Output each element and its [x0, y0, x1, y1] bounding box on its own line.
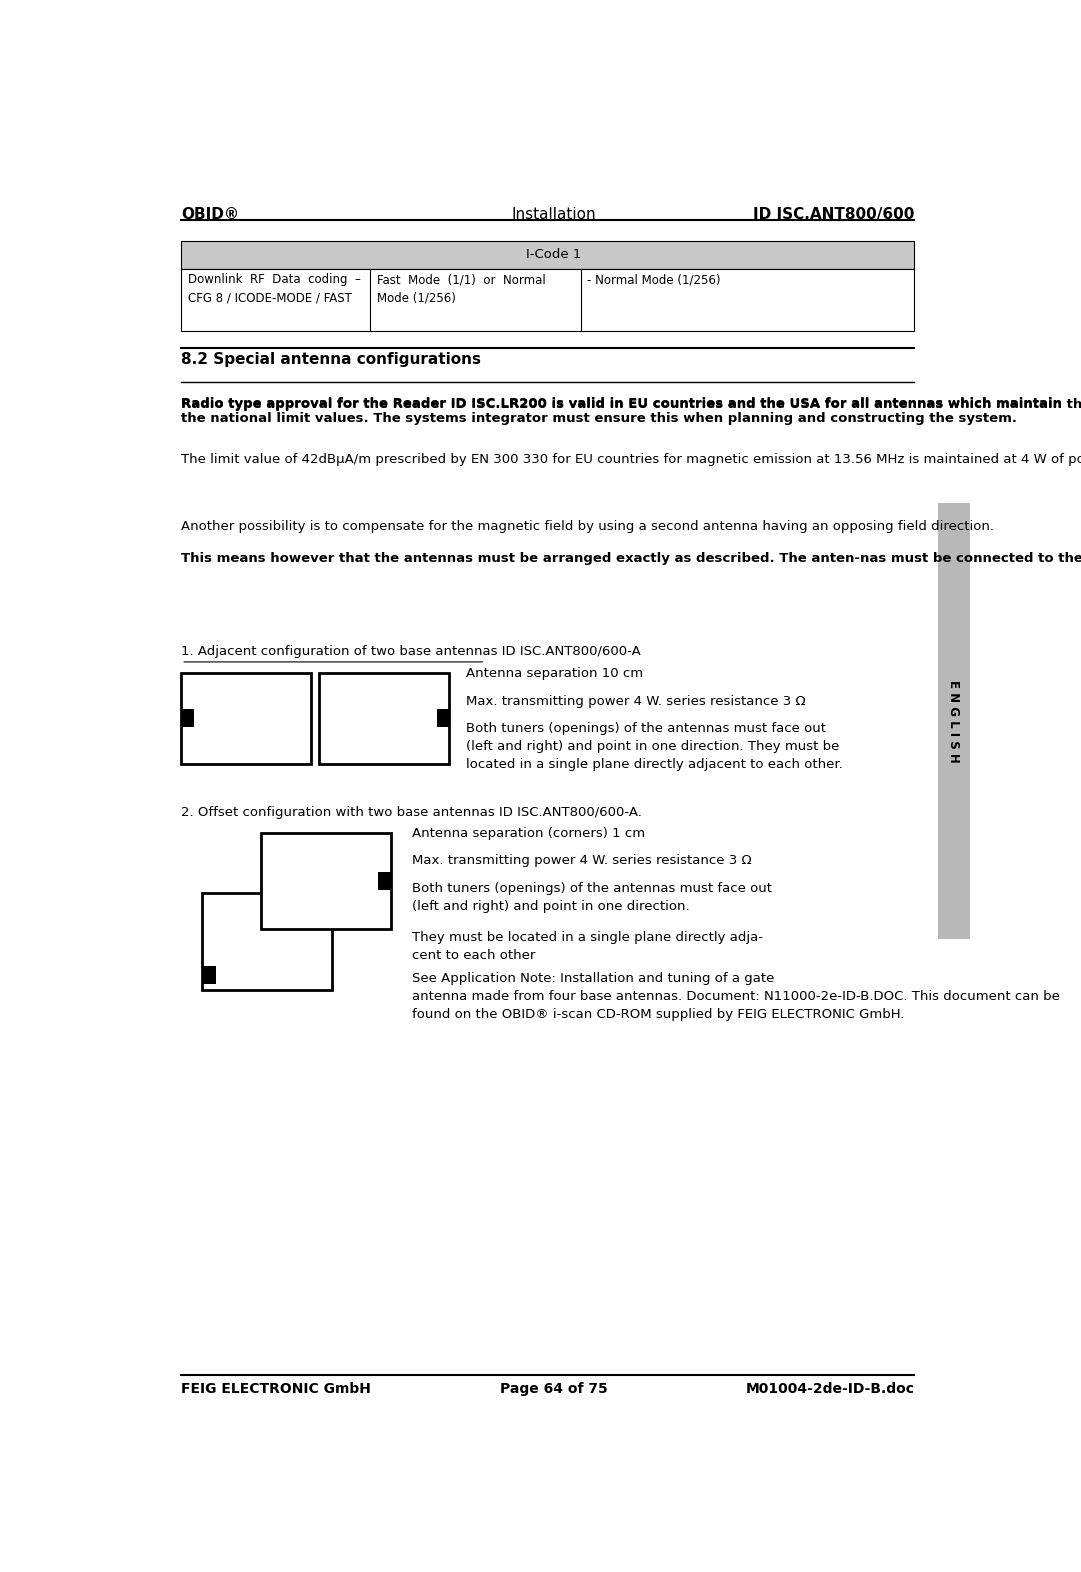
Text: 2. Offset configuration with two base antennas ID ISC.ANT800/600-A.: 2. Offset configuration with two base an… [182, 806, 642, 819]
Text: FEIG ELECTRONIC GmbH: FEIG ELECTRONIC GmbH [182, 1382, 371, 1396]
Bar [437, 709, 450, 728]
Text: Both tuners (openings) of the antennas must face out
(left and right) and point : Both tuners (openings) of the antennas m… [412, 882, 772, 913]
Bar [937, 503, 970, 938]
Text: Installation: Installation [511, 208, 597, 222]
FancyBboxPatch shape [261, 833, 390, 929]
Text: See Application Note: Installation and tuning of a gate
antenna made from four b: See Application Note: Installation and t… [412, 971, 1059, 1020]
Text: M01004-2de-ID-B.doc: M01004-2de-ID-B.doc [745, 1382, 915, 1396]
FancyBboxPatch shape [320, 673, 450, 764]
Text: 8.2 Special antenna configurations: 8.2 Special antenna configurations [182, 352, 481, 366]
Text: Another possibility is to compensate for the magnetic field by using a second an: Another possibility is to compensate for… [182, 520, 995, 533]
Text: Antenna separation 10 cm: Antenna separation 10 cm [466, 667, 643, 679]
Text: Radio type approval for the Reader ID ISC.LR200 is valid in EU countries and the: Radio type approval for the Reader ID IS… [182, 396, 1063, 424]
Text: Antenna separation (corners) 1 cm: Antenna separation (corners) 1 cm [412, 827, 644, 839]
Text: This means however that the antennas must be arranged exactly as described. The : This means however that the antennas mus… [182, 552, 1081, 564]
Text: - Normal Mode (1/256): - Normal Mode (1/256) [587, 274, 721, 286]
FancyBboxPatch shape [182, 673, 311, 764]
Text: Downlink  RF  Data  coding  –
CFG 8 / ICODE-MODE / FAST: Downlink RF Data coding – CFG 8 / ICODE-… [188, 274, 361, 305]
Text: The limit value of 42dBμA/m prescribed by EN 300 330 for EU countries for magnet: The limit value of 42dBμA/m prescribed b… [182, 453, 1081, 465]
Text: ID ISC.ANT800/600: ID ISC.ANT800/600 [752, 208, 915, 222]
Text: Fast  Mode  (1/1)  or  Normal
Mode (1/256): Fast Mode (1/1) or Normal Mode (1/256) [377, 274, 546, 305]
Text: I-Code 1: I-Code 1 [526, 248, 582, 261]
Text: Max. transmitting power 4 W. series resistance 3 Ω: Max. transmitting power 4 W. series resi… [412, 855, 751, 868]
Text: E N G L I S H: E N G L I S H [947, 679, 960, 762]
Text: 1. Adjacent configuration of two base antennas ID ISC.ANT800/600-A: 1. Adjacent configuration of two base an… [182, 645, 641, 659]
FancyBboxPatch shape [202, 893, 332, 990]
Text: They must be located in a single plane directly adja-
cent to each other: They must be located in a single plane d… [412, 931, 762, 962]
Text: Page 64 of 75: Page 64 of 75 [501, 1382, 608, 1396]
Text: OBID®: OBID® [182, 208, 239, 222]
Text: Both tuners (openings) of the antennas must face out
(left and right) and point : Both tuners (openings) of the antennas m… [466, 723, 843, 772]
Bar [203, 965, 215, 984]
Text: Radio type approval for the Reader ID ISC.LR200 is valid in EU countries and the: Radio type approval for the Reader ID IS… [182, 398, 1081, 410]
Bar [182, 241, 915, 269]
Text: Max. transmitting power 4 W. series resistance 3 Ω: Max. transmitting power 4 W. series resi… [466, 695, 805, 707]
Bar [378, 872, 390, 890]
Bar [182, 269, 915, 332]
Bar [182, 709, 193, 728]
